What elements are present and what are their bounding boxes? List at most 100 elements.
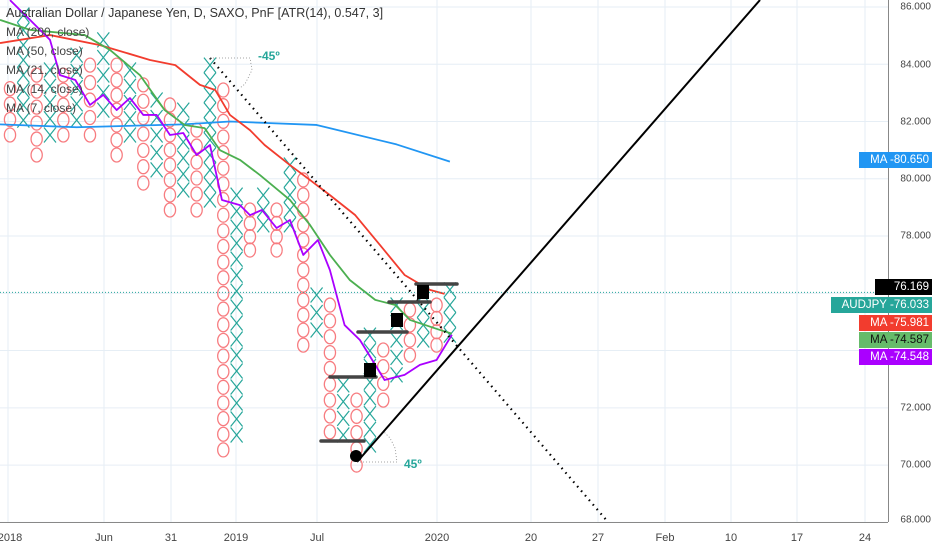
- x-box: [256, 202, 270, 218]
- x-stroke: [70, 63, 84, 80]
- o-box: [137, 175, 150, 191]
- pnf-column-o: [243, 202, 257, 258]
- chart-legend: Australian Dollar / Japanese Yen, D, SAX…: [6, 4, 383, 118]
- x-box: [363, 421, 377, 438]
- o-box: [137, 93, 150, 109]
- x-box: [43, 62, 57, 78]
- o-box: [323, 360, 337, 377]
- x-stroke: [256, 202, 270, 218]
- o-box: [163, 97, 177, 113]
- pnf-column-o: [110, 57, 123, 163]
- price-axis[interactable]: 86.000 84.000 82.000 80.000 78.000 72.00…: [888, 0, 932, 526]
- o-box: [243, 215, 257, 231]
- o-box: [30, 147, 43, 163]
- pnf-column-o: [403, 302, 417, 363]
- price-tick: 70.000: [900, 459, 931, 471]
- time-tick: 10: [724, 532, 738, 544]
- legend-ma14[interactable]: MA (14, close): [6, 82, 83, 96]
- legend-ma50[interactable]: MA (50, close): [6, 44, 83, 58]
- o-box: [217, 426, 230, 442]
- o-box: [137, 159, 150, 175]
- trendline-down-45[interactable]: [209, 57, 609, 522]
- o-box: [350, 408, 363, 424]
- o-box: [270, 202, 283, 218]
- x-box: [230, 395, 244, 411]
- x-box: [96, 49, 110, 66]
- o-box: [163, 202, 177, 218]
- o-box: [110, 87, 123, 103]
- x-box: [70, 63, 84, 80]
- x-stroke: [230, 315, 244, 331]
- x-stroke: [230, 283, 244, 299]
- o-box: [83, 57, 97, 73]
- x-box: [390, 367, 404, 383]
- x-box: [70, 112, 84, 128]
- x-box: [43, 94, 57, 111]
- trendline-up-45[interactable]: [356, 0, 761, 463]
- x-stroke: [443, 297, 457, 313]
- x-stroke: [363, 421, 377, 438]
- legend-ma21[interactable]: MA (21, close): [6, 63, 83, 77]
- x-stroke: [363, 390, 377, 406]
- x-stroke: [43, 62, 57, 78]
- o-box: [110, 72, 123, 88]
- time-axis[interactable]: 2018 Jun 31 2019 Jul 2020 20 27 Feb 10 1…: [0, 522, 888, 551]
- o-box: [297, 202, 310, 218]
- pnf-column-o: [83, 57, 97, 143]
- x-stroke: [70, 112, 84, 128]
- pnf-column-x: [123, 62, 137, 143]
- x-box: [43, 110, 57, 127]
- pnf-column-x: [203, 57, 217, 208]
- x-box: [363, 342, 377, 359]
- legend-ma7[interactable]: MA (7, close): [6, 101, 77, 115]
- o-box: [163, 142, 177, 158]
- x-box: [416, 302, 430, 318]
- o-box: [323, 297, 337, 313]
- price-tick: 84.000: [900, 59, 931, 71]
- x-stroke: [70, 95, 84, 112]
- x-stroke: [256, 216, 270, 233]
- x-stroke: [363, 437, 377, 453]
- time-tick: Feb: [655, 532, 675, 544]
- x-stroke: [150, 127, 164, 143]
- o-box: [270, 229, 283, 245]
- signal-markers: [350, 285, 429, 462]
- x-box: [176, 150, 190, 166]
- price-tick: 78.000: [900, 230, 931, 242]
- pnf-chart[interactable]: [0, 0, 888, 522]
- x-box: [203, 72, 217, 88]
- o-box: [163, 172, 177, 188]
- o-box: [376, 392, 390, 408]
- x-box: [443, 312, 457, 328]
- pnf-column-x: [70, 47, 84, 128]
- x-stroke: [230, 187, 244, 203]
- x-box: [96, 67, 110, 83]
- o-box: [30, 115, 43, 131]
- o-box: [190, 154, 203, 170]
- x-stroke: [230, 331, 244, 347]
- drawings[interactable]: [0, 0, 888, 522]
- pnf-column-x: [256, 187, 270, 233]
- ma-7-line: [9, 0, 453, 381]
- o-box: [217, 332, 230, 349]
- o-box: [297, 262, 310, 278]
- x-box: [390, 332, 404, 348]
- x-stroke: [256, 187, 270, 203]
- o-box: [323, 329, 337, 345]
- legend-ma200[interactable]: MA (200, close): [6, 25, 90, 39]
- x-stroke: [16, 97, 30, 113]
- x-stroke: [363, 342, 377, 359]
- tag-value: 74.587: [893, 334, 929, 346]
- x-stroke: [150, 162, 164, 178]
- o-box: [376, 359, 390, 375]
- time-tick: 2019: [223, 532, 249, 544]
- time-tick: 24: [858, 532, 872, 544]
- symbol-title[interactable]: Australian Dollar / Japanese Yen, D, SAX…: [6, 6, 384, 20]
- pnf-column-x: [363, 327, 377, 453]
- o-box: [376, 342, 390, 358]
- o-box: [323, 408, 337, 424]
- o-box: [270, 242, 283, 258]
- o-box: [190, 186, 203, 202]
- x-box: [203, 192, 217, 208]
- x-box: [363, 390, 377, 406]
